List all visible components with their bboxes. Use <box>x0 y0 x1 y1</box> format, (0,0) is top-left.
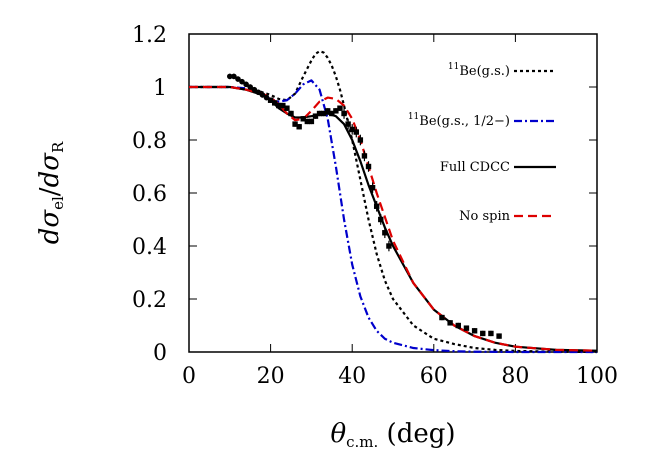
data-point <box>382 230 388 236</box>
x-tick-label: 0 <box>182 364 196 389</box>
series-line-3 <box>189 85 598 352</box>
legend-label-3: No spin <box>459 209 510 224</box>
data-point <box>312 113 319 119</box>
y-tick-label: 0.2 <box>132 288 167 313</box>
series-line-1 <box>189 79 597 354</box>
x-tick-label: 80 <box>501 364 529 389</box>
data-point <box>345 121 351 127</box>
data-point <box>325 108 331 114</box>
data-point <box>341 110 347 117</box>
data-point <box>255 89 262 96</box>
x-tick-label: 60 <box>420 364 448 389</box>
data-point <box>471 328 478 334</box>
y-tick-label: 1 <box>153 76 167 101</box>
x-axis-title: θc.m. (deg) <box>330 419 455 451</box>
data-point <box>304 118 311 125</box>
data-point <box>271 100 278 106</box>
plot-frame <box>188 33 598 353</box>
x-tick-label: 100 <box>576 364 618 389</box>
series-line-0 <box>189 50 598 354</box>
data-point <box>463 325 470 331</box>
data-point <box>480 330 486 337</box>
y-axis-title: dσel/dσR <box>35 141 67 244</box>
data-points-layer <box>227 73 502 339</box>
data-point <box>329 110 335 117</box>
y-tick-label: 0 <box>153 341 167 366</box>
legend-label-2: Full CDCC <box>440 160 510 175</box>
x-tick-label: 40 <box>338 364 366 389</box>
data-point <box>369 185 376 191</box>
series-line-2 <box>189 85 598 352</box>
data-point <box>267 97 274 103</box>
data-point <box>349 126 355 133</box>
data-point <box>357 137 364 143</box>
data-point <box>365 163 372 170</box>
data-point <box>243 81 249 88</box>
data-point <box>284 105 290 111</box>
legend-label-0: 11Be(g.s.) <box>448 62 510 79</box>
data-point <box>288 110 294 117</box>
data-point <box>447 320 453 326</box>
data-point <box>296 124 302 130</box>
data-point <box>496 333 502 339</box>
data-point <box>292 121 298 127</box>
data-point <box>320 110 327 117</box>
data-point <box>227 73 233 80</box>
data-point <box>386 243 392 249</box>
legend-label-1: 11Be(g.s., 1/2−) <box>408 112 510 129</box>
data-point <box>239 78 245 85</box>
data-point <box>378 216 384 223</box>
data-point <box>276 102 282 109</box>
data-point <box>333 108 339 114</box>
y-tick-label: 0.4 <box>132 235 167 260</box>
data-point <box>439 314 445 321</box>
data-point <box>280 102 286 109</box>
y-tick-label: 1.2 <box>132 23 167 48</box>
data-point <box>488 330 494 337</box>
data-point <box>308 118 315 125</box>
data-point <box>353 129 359 135</box>
data-point <box>337 105 343 111</box>
data-point <box>455 322 461 329</box>
data-point <box>231 73 237 80</box>
ticks-layer: 0 20 40 60 80 100 0 0.2 0.4 0.6 0.8 1 1.2 <box>132 23 618 389</box>
data-point <box>316 110 323 117</box>
data-point <box>300 116 306 122</box>
curves-layer <box>189 50 598 354</box>
y-tick-label: 0.8 <box>132 129 167 154</box>
data-point <box>259 92 266 98</box>
data-point <box>373 203 380 209</box>
x-tick-label: 20 <box>257 364 285 389</box>
data-point <box>361 153 368 159</box>
legend: 11Be(g.s.) 11Be(g.s., 1/2−) Full CDCC No sp… <box>408 62 556 224</box>
data-point <box>251 86 258 93</box>
data-point <box>235 76 241 82</box>
data-point <box>247 84 253 90</box>
y-tick-label: 0.6 <box>132 182 167 207</box>
